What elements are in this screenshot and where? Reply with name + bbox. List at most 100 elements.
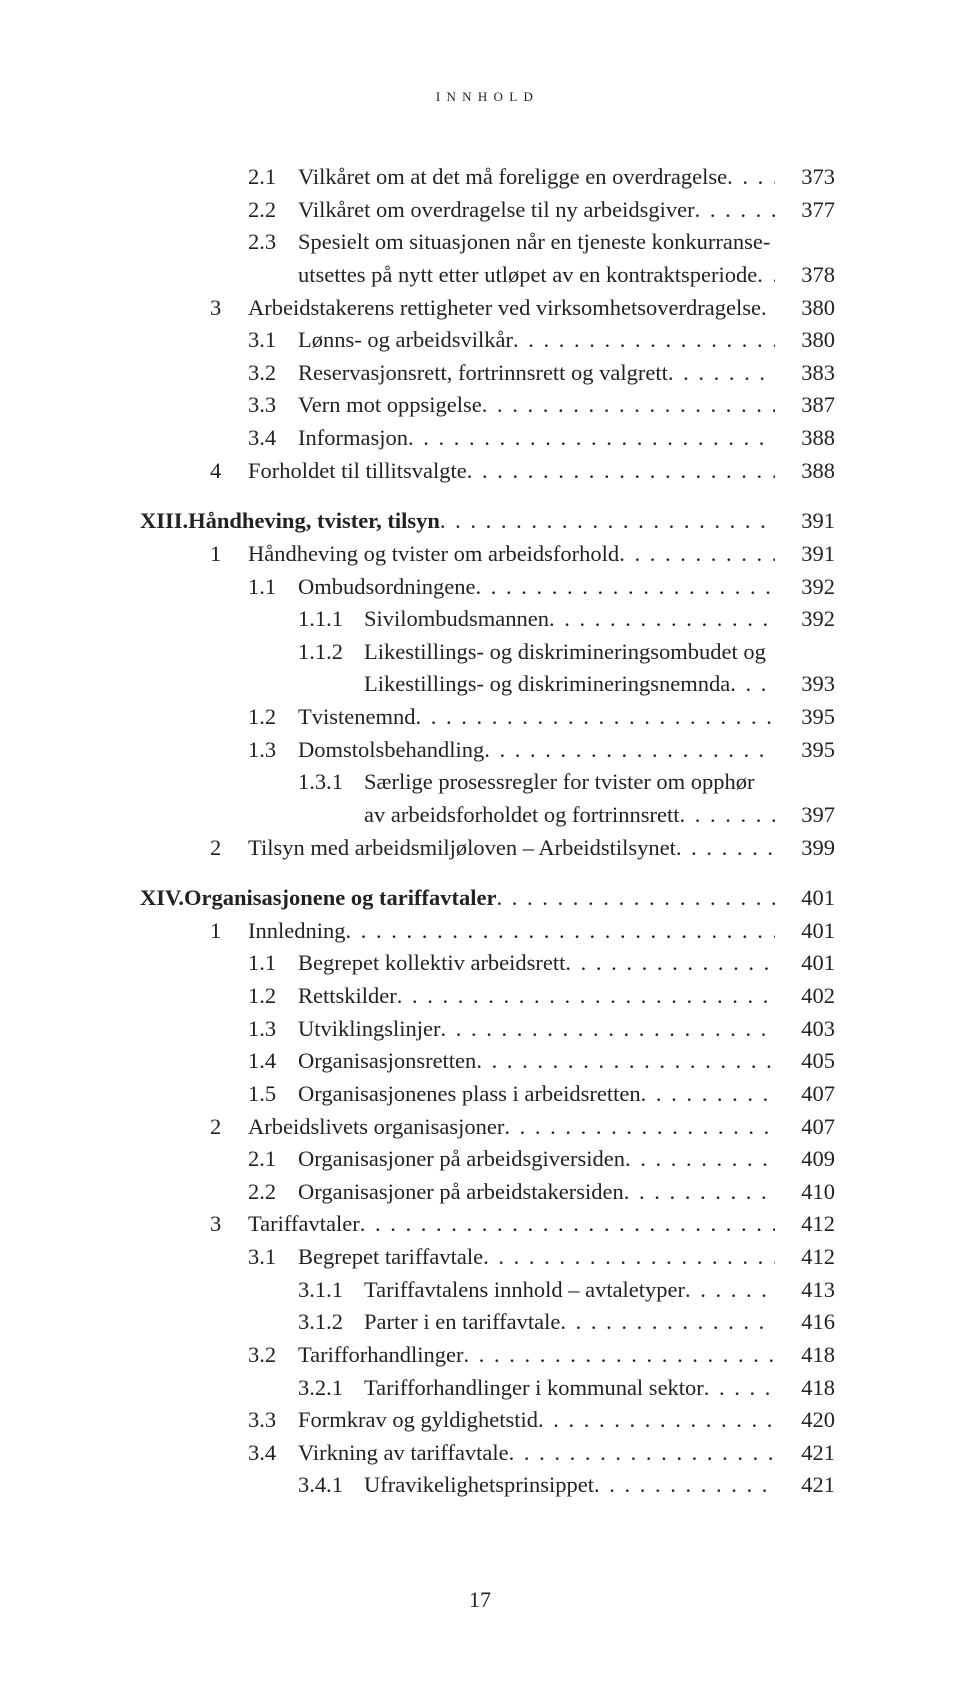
dot-leader bbox=[565, 947, 775, 980]
dot-leader bbox=[761, 292, 775, 325]
entry-number: 1.1 bbox=[248, 571, 298, 604]
entry-title: Forholdet til tillitsvalgte bbox=[248, 455, 467, 488]
dot-leader bbox=[440, 505, 775, 538]
page-ref: 418 bbox=[775, 1372, 835, 1405]
entry-title: Ombudsordningene bbox=[298, 571, 475, 604]
dot-leader bbox=[549, 603, 775, 636]
entry-number: 1.1.2 bbox=[298, 636, 364, 669]
toc-entry: 1.1Ombudsordningene392 bbox=[140, 571, 835, 604]
toc-entry: 3Tariffavtaler412 bbox=[140, 1208, 835, 1241]
entry-number: 3.3 bbox=[248, 389, 298, 422]
dot-leader bbox=[509, 1437, 775, 1470]
entry-title: Formkrav og gyldighetstid bbox=[298, 1404, 538, 1437]
dot-leader bbox=[360, 1208, 775, 1241]
page-ref: 378 bbox=[775, 259, 835, 292]
toc-entry: 3Arbeidstakerens rettigheter ved virksom… bbox=[140, 292, 835, 325]
entry-number: 3.4 bbox=[248, 1437, 298, 1470]
entry-number: 1.1 bbox=[248, 947, 298, 980]
toc-entry: 2.2Organisasjoner på arbeidstakersiden41… bbox=[140, 1176, 835, 1209]
entry-number: 2 bbox=[210, 1111, 248, 1144]
toc-entry: 3.2.1Tarifforhandlinger i kommunal sekto… bbox=[140, 1372, 835, 1405]
dot-leader bbox=[560, 1306, 775, 1339]
entry-title: Organisasjonenes plass i arbeidsretten bbox=[298, 1078, 641, 1111]
chapter-heading-xiii: XIII. Håndheving, tvister, tilsyn 391 bbox=[140, 505, 835, 538]
toc-entry: 3.4Virkning av tariffavtale421 bbox=[140, 1437, 835, 1470]
toc-entry: 1.5Organisasjonenes plass i arbeidsrette… bbox=[140, 1078, 835, 1111]
entry-number: 3 bbox=[210, 292, 248, 325]
entry-number: 1.5 bbox=[248, 1078, 298, 1111]
page-ref: 409 bbox=[775, 1143, 835, 1176]
entry-title: Organisasjoner på arbeidstakersiden bbox=[298, 1176, 624, 1209]
toc-entry: 2.1Organisasjoner på arbeidsgiversiden40… bbox=[140, 1143, 835, 1176]
entry-title: Begrepet tariffavtale bbox=[298, 1241, 483, 1274]
dot-leader bbox=[484, 734, 775, 767]
toc-entry: 2Arbeidslivets organisasjoner407 bbox=[140, 1111, 835, 1144]
entry-title: Innledning bbox=[248, 915, 345, 948]
toc-entry: utsettes på nytt etter utløpet av en kon… bbox=[140, 259, 835, 292]
toc-entry: 3.4Informasjon388 bbox=[140, 422, 835, 455]
chapter-title: Organisasjonene og tariffavtaler bbox=[184, 882, 496, 915]
dot-leader bbox=[695, 194, 775, 227]
dot-leader bbox=[538, 1404, 775, 1437]
entry-title: Tarifforhandlinger bbox=[298, 1339, 463, 1372]
dot-leader bbox=[415, 701, 775, 734]
page-ref: 399 bbox=[775, 832, 835, 865]
toc-block-top: 2.1Vilkåret om at det må foreligge en ov… bbox=[140, 161, 835, 487]
entry-title: Informasjon bbox=[298, 422, 408, 455]
toc-entry: 1.1Begrepet kollektiv arbeidsrett401 bbox=[140, 947, 835, 980]
page-ref: 401 bbox=[775, 915, 835, 948]
toc-entry: 1.1.2Likestillings- og diskrimineringsom… bbox=[140, 636, 835, 669]
entry-number: 3.1.2 bbox=[298, 1306, 364, 1339]
entry-number: 1 bbox=[210, 915, 248, 948]
entry-title: Tarifforhandlinger i kommunal sektor bbox=[364, 1372, 704, 1405]
entry-title: Tariffavtaler bbox=[248, 1208, 360, 1241]
toc-entry: 3.1.1Tariffavtalens innhold – avtaletype… bbox=[140, 1274, 835, 1307]
toc-entry: 1.4Organisasjonsretten405 bbox=[140, 1045, 835, 1078]
page-ref: 413 bbox=[775, 1274, 835, 1307]
toc-entry: 4Forholdet til tillitsvalgte388 bbox=[140, 455, 835, 488]
page: innhold 2.1Vilkåret om at det må forelig… bbox=[0, 0, 960, 1691]
toc-entry: 1Innledning 401 bbox=[140, 915, 835, 948]
entry-title: Ufravikelighetsprinsippet bbox=[364, 1469, 594, 1502]
entry-title: Parter i en tariffavtale bbox=[364, 1306, 560, 1339]
dot-leader bbox=[467, 455, 775, 488]
entry-number: 3.1.1 bbox=[298, 1274, 364, 1307]
toc-entry: 3.3Vern mot oppsigelse387 bbox=[140, 389, 835, 422]
dot-leader bbox=[680, 799, 775, 832]
dot-leader bbox=[641, 1078, 775, 1111]
entry-number: 1.3 bbox=[248, 1013, 298, 1046]
entry-number: 3.2 bbox=[248, 357, 298, 390]
page-ref: 418 bbox=[775, 1339, 835, 1372]
entry-title: utsettes på nytt etter utløpet av en kon… bbox=[298, 259, 757, 292]
page-ref: 395 bbox=[775, 734, 835, 767]
page-ref: 401 bbox=[775, 947, 835, 980]
entry-number: 2.1 bbox=[248, 1143, 298, 1176]
page-ref: 416 bbox=[775, 1306, 835, 1339]
entry-title: Reservasjonsrett, fortrinnsrett og valgr… bbox=[298, 357, 668, 390]
page-ref: 412 bbox=[775, 1208, 835, 1241]
dot-leader bbox=[441, 1013, 776, 1046]
entry-title: av arbeidsforholdet og fortrinnsrett bbox=[364, 799, 680, 832]
dot-leader bbox=[624, 1176, 775, 1209]
entry-title: Tvistenemnd bbox=[298, 701, 415, 734]
entry-number: 1.3.1 bbox=[298, 766, 364, 799]
dot-leader bbox=[496, 882, 775, 915]
dot-leader bbox=[757, 259, 775, 292]
entry-title: Utviklingslinjer bbox=[298, 1013, 441, 1046]
entry-number: 1.3 bbox=[248, 734, 298, 767]
page-ref: 420 bbox=[775, 1404, 835, 1437]
roman-numeral: XIII. bbox=[140, 505, 188, 538]
dot-leader bbox=[408, 422, 775, 455]
running-head: innhold bbox=[140, 85, 835, 106]
entry-number: 3.4.1 bbox=[298, 1469, 364, 1502]
dot-leader bbox=[513, 324, 775, 357]
entry-number: 2.3 bbox=[248, 226, 298, 259]
toc-entry: 3.2Tarifforhandlinger418 bbox=[140, 1339, 835, 1372]
toc-entry: 1.1.1Sivilombudsmannen392 bbox=[140, 603, 835, 636]
entry-number: 3.3 bbox=[248, 1404, 298, 1437]
page-ref: 391 bbox=[775, 538, 835, 571]
gap bbox=[140, 487, 835, 505]
toc-entry: 1.3.1Særlige prosessregler for tvister o… bbox=[140, 766, 835, 799]
page-ref: 380 bbox=[775, 324, 835, 357]
page-number: 17 bbox=[0, 1587, 960, 1613]
